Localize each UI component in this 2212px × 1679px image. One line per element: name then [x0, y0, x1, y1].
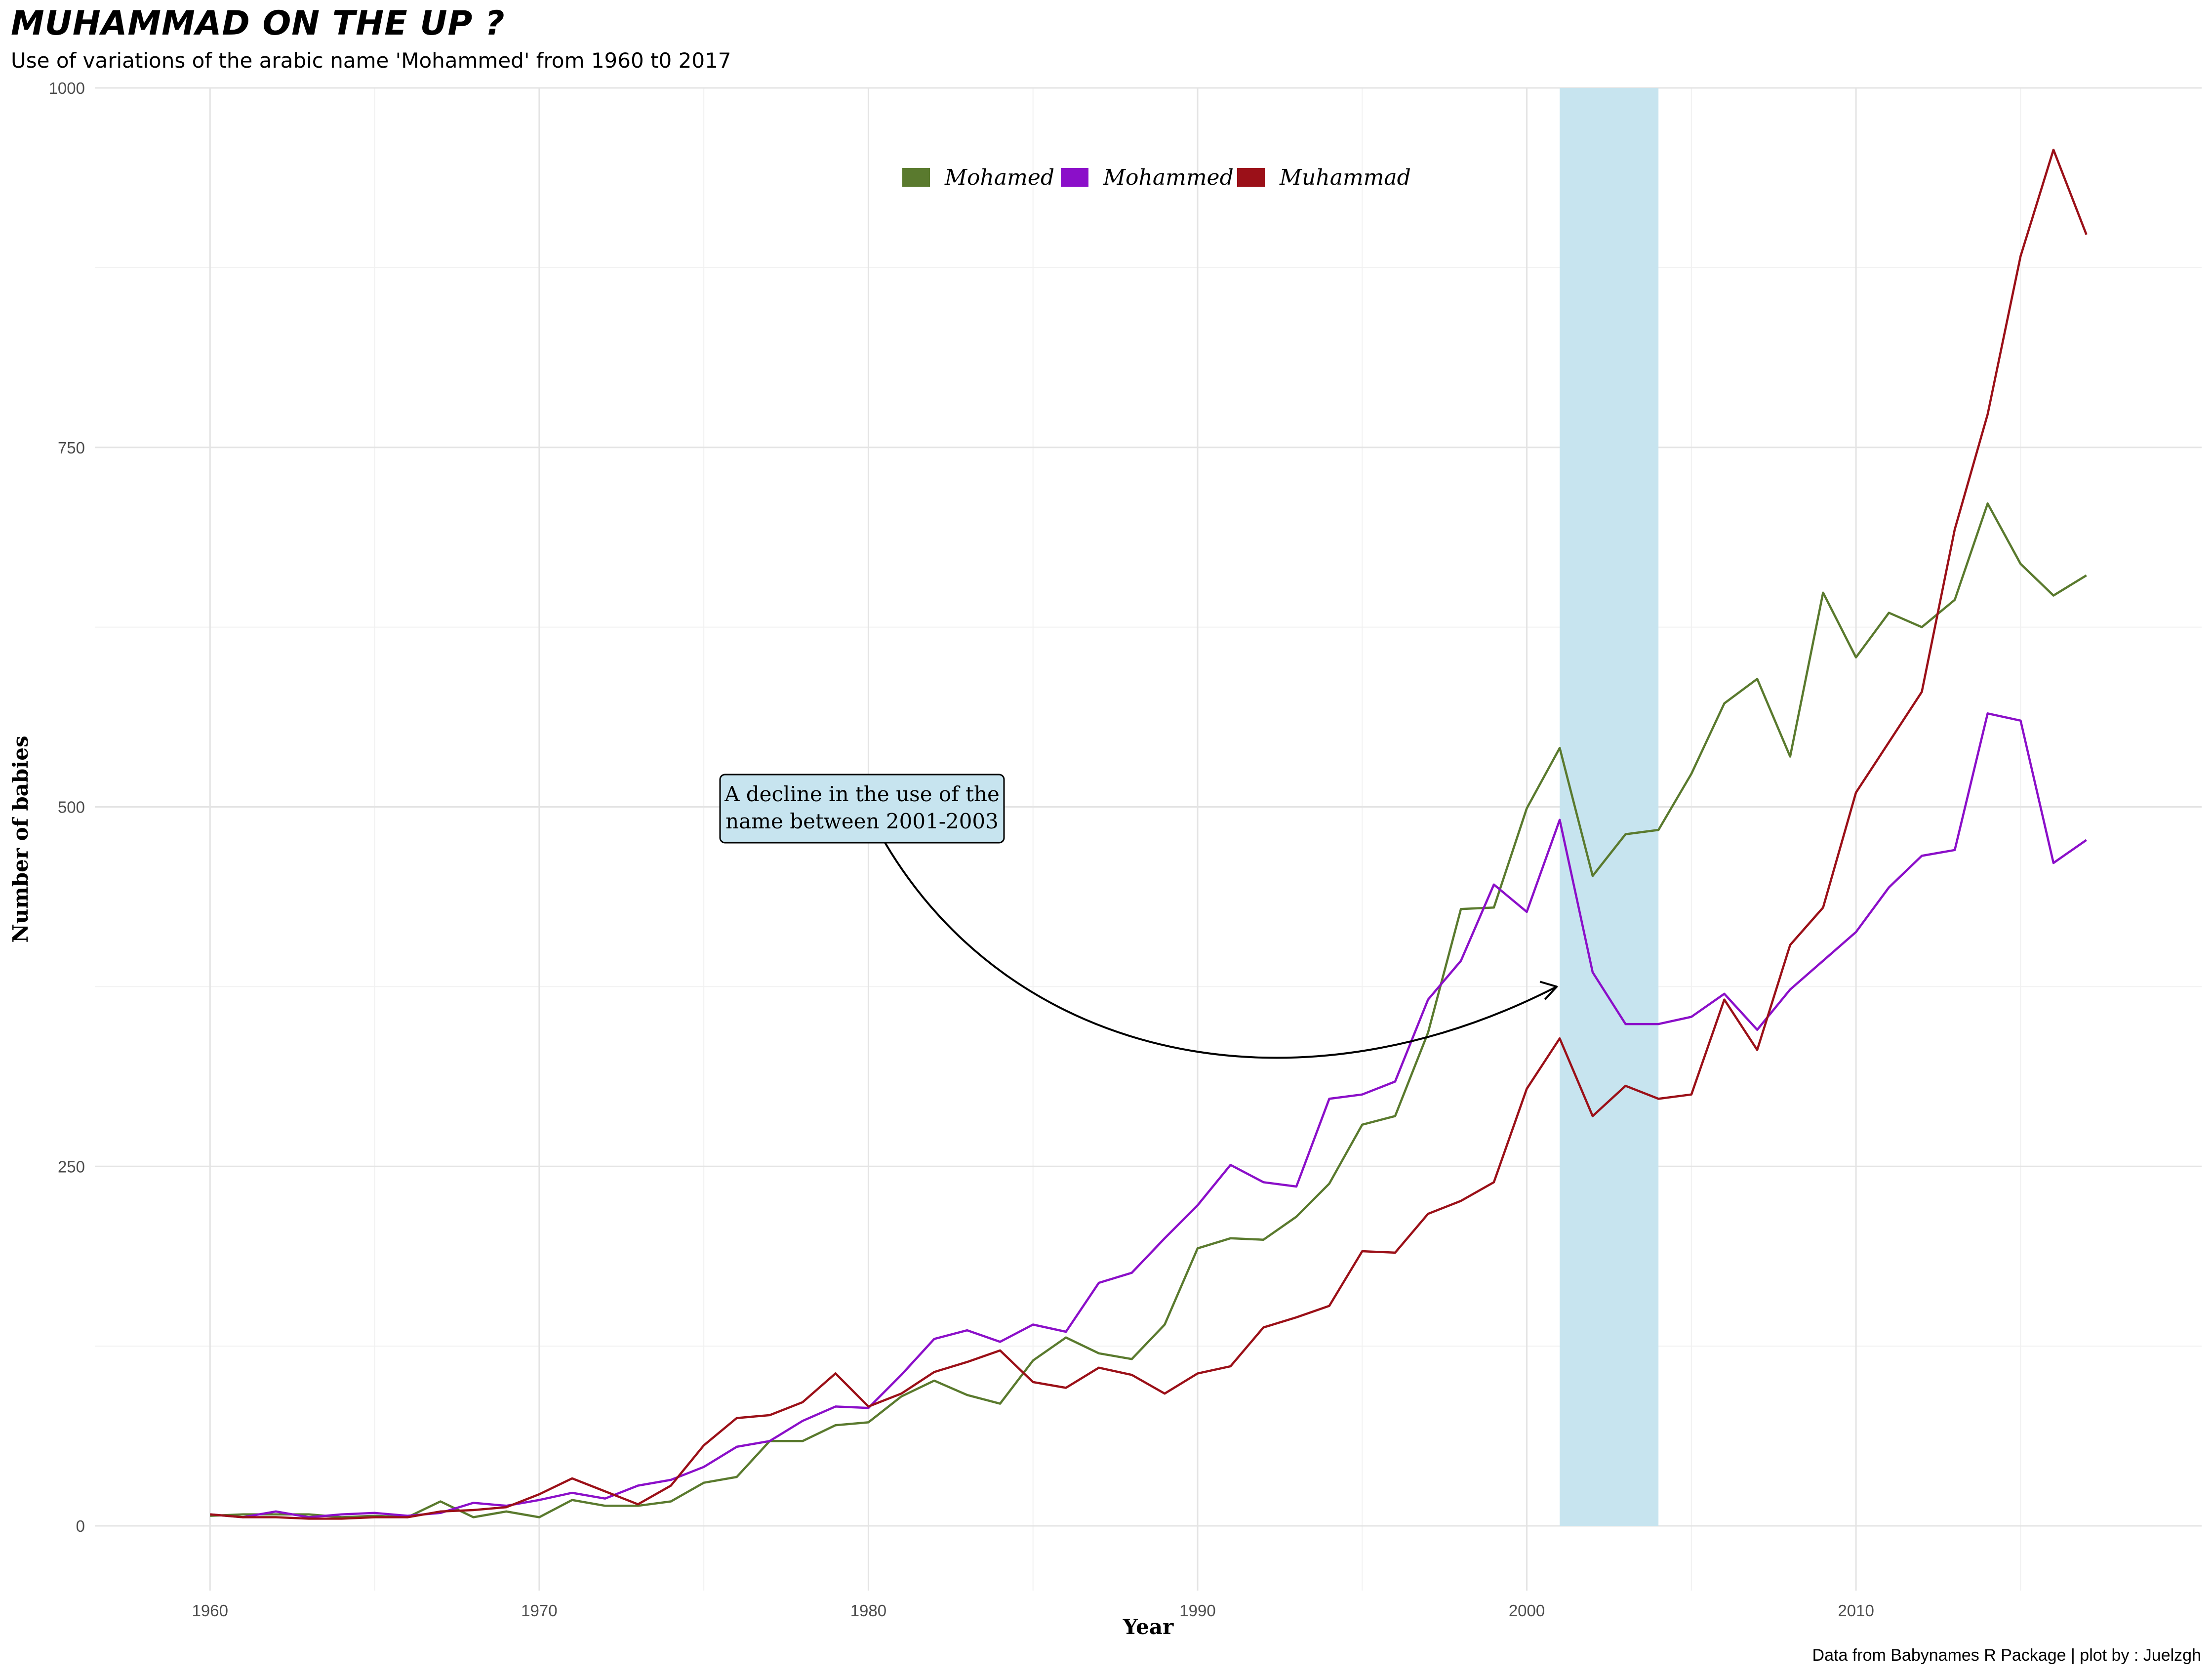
x-axis-label: Year — [1123, 1615, 1174, 1639]
y-tick-label: 1000 — [49, 79, 85, 97]
series-line-mohammed — [210, 712, 2087, 1518]
y-axis-label: Number of babies — [8, 736, 33, 942]
annotation-box — [719, 774, 1005, 844]
legend-label-mohamed: Mohamed — [944, 165, 1054, 190]
y-tick-label: 250 — [58, 1157, 85, 1176]
highlight-band — [1560, 88, 1659, 1526]
y-tick-label: 500 — [58, 798, 85, 817]
legend-swatch-mohammed — [1061, 168, 1088, 187]
chart-title: MUHAMMAD ON THE UP ? — [11, 4, 505, 43]
x-tick-label: 1990 — [1179, 1601, 1215, 1620]
axis-ticks: 1960 1970 1980 1990 2000 2010 0 250 500 750 1000 — [49, 79, 1874, 1620]
legend-label-muhammad: Muhammad — [1279, 165, 1411, 190]
highlight-band-rect — [1560, 88, 1659, 1526]
x-tick-label: 1970 — [521, 1601, 557, 1620]
y-tick-label: 750 — [58, 439, 85, 457]
legend-swatch-mohamed — [902, 168, 930, 187]
annotation-text-line: A decline in the use of the — [724, 782, 1000, 806]
x-tick-label: 1960 — [192, 1601, 228, 1620]
grid-lines — [95, 87, 2202, 1591]
legend: Mohamed Mohammed Muhammad — [902, 165, 1411, 190]
annotation-arrow — [884, 842, 1558, 1059]
series-lines — [210, 148, 2088, 1520]
x-tick-label: 1980 — [850, 1601, 886, 1620]
chart-caption: Data from Babynames R Package | plot by … — [1812, 1646, 2201, 1665]
chart-subtitle: Use of variations of the arabic name 'Mo… — [11, 48, 731, 73]
annotation-text-line: name between 2001-2003 — [725, 809, 999, 833]
annotation: A decline in the use of the name between … — [719, 774, 1558, 1059]
annotation-arrowhead — [1539, 981, 1558, 1000]
legend-swatch-muhammad — [1237, 168, 1265, 187]
series-line-muhammad — [210, 148, 2088, 1520]
x-tick-label: 2000 — [1509, 1601, 1545, 1620]
x-tick-label: 2010 — [1838, 1601, 1874, 1620]
y-tick-label: 0 — [76, 1517, 85, 1535]
legend-label-mohammed: Mohammed — [1103, 165, 1234, 190]
series-line-mohamed — [210, 502, 2087, 1518]
